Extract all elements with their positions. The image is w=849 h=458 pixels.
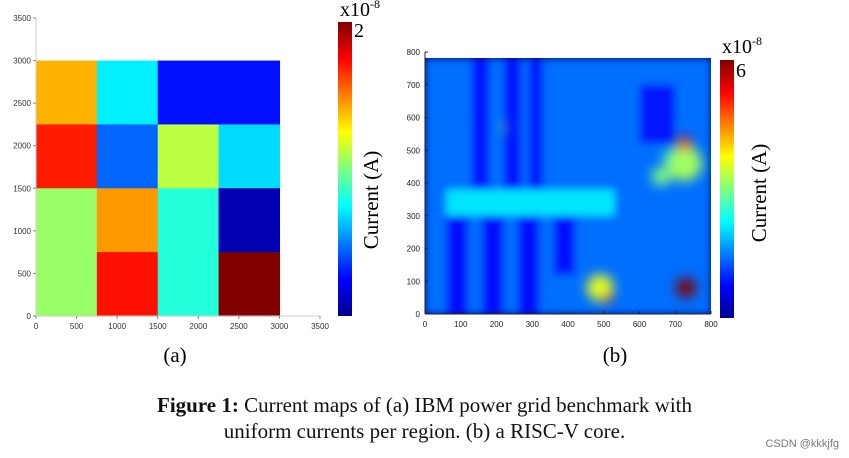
panel-a-x-tick-label: 3500 xyxy=(311,322,329,331)
panel-b-colorbar xyxy=(720,60,734,318)
panel-b-x-tick-label: 700 xyxy=(669,320,683,329)
panel-b-y-tick-label: 700 xyxy=(407,81,421,90)
panel-b-x-tick-label: 800 xyxy=(704,320,718,329)
figure: 0 500 1000 1500 2000 2500 3000 3500 05001000150… xyxy=(13,0,771,367)
caption-line-2: uniform currents per region. (b) a RISC-… xyxy=(223,419,626,443)
panel-b-hotspot-0 xyxy=(675,277,696,298)
panel-b-structure-6 xyxy=(471,58,490,190)
panel-a-y-tick-label: 500 xyxy=(18,269,32,278)
caption-figure-label: Figure 1: xyxy=(157,393,239,417)
panel-b-structure-1 xyxy=(446,189,615,216)
caption-line-1: Figure 1: Current maps of (a) IBM power … xyxy=(0,392,849,418)
panel-a-region-cell-7 xyxy=(218,124,281,189)
panel-b-x-tick-label: 200 xyxy=(490,320,504,329)
panel-b-y-tick-label: 200 xyxy=(407,245,421,254)
panel-a-x-tick-label: 3000 xyxy=(271,322,289,331)
panel-b-y-ticks: 0 100 200 300 400 500 600 700 800 xyxy=(407,48,428,319)
panel-a-axes xyxy=(35,18,320,317)
panel-a-y-tick-label: 1500 xyxy=(13,184,31,193)
panel-b-x-tick-label: 300 xyxy=(526,320,540,329)
panel-a-x-tick-label: 1000 xyxy=(108,322,126,331)
panel-b-x-tick-label: 500 xyxy=(597,320,611,329)
panel-a-y-tick-label: 1000 xyxy=(13,227,31,236)
panel-a-region-cell-14 xyxy=(157,252,220,317)
panel-a-x-ticks: 0 500 1000 1500 2000 2500 3000 3500 xyxy=(34,316,329,331)
panel-a-region-cell-2 xyxy=(157,60,220,126)
panel-b-hotspot-5 xyxy=(651,167,671,186)
panel-a-x-tick-label: 0 xyxy=(34,322,39,331)
panel-a-x-tick-label: 2500 xyxy=(230,322,248,331)
panel-a-y-ticks: 0 500 1000 1500 2000 2500 3000 3500 xyxy=(13,14,36,321)
panel-b-structure-4 xyxy=(517,215,540,314)
panel-b-x-tick-label: 400 xyxy=(561,320,575,329)
panel-b-y-tick-label: 0 xyxy=(416,310,421,319)
panel-a-y-tick-label: 0 xyxy=(27,312,32,321)
panel-b-hotspot-7 xyxy=(662,151,674,163)
panel-a-region-cell-1 xyxy=(96,60,159,126)
panel-a-x-tick-label: 2000 xyxy=(189,322,207,331)
panel-b-x-tick-label: 100 xyxy=(454,320,468,329)
panel-a-region-cell-15 xyxy=(218,252,281,317)
panel-a-x-tick-label: 500 xyxy=(70,322,84,331)
panel-b-structure-2 xyxy=(446,215,468,314)
panel-b-structure-7 xyxy=(503,58,522,190)
panel-b-structure-8 xyxy=(528,58,543,190)
panel-a-y-tick-label: 2500 xyxy=(13,99,31,108)
panel-a-region-cell-4 xyxy=(36,124,98,189)
panel-a-y-tick-label: 3000 xyxy=(13,57,31,66)
panel-b-x-tick-label: 0 xyxy=(423,320,428,329)
panel-a-region-cell-0 xyxy=(36,60,98,126)
panel-a-colorbar-title: Current (A) xyxy=(359,151,383,250)
panel-a-y-tick-label: 3500 xyxy=(13,14,31,23)
watermark: CSDN @kkkjfg xyxy=(765,438,839,450)
panel-a-region-cell-5 xyxy=(96,124,159,189)
panel-a-region-cell-10 xyxy=(157,188,220,253)
panel-a-label: (a) xyxy=(163,343,186,367)
panel-a-colorbar-scale: x10-8 xyxy=(340,0,380,21)
panel-b-y-tick-label: 600 xyxy=(407,114,421,123)
panel-a-colorbar xyxy=(338,22,352,316)
panel-a-region-cell-13 xyxy=(96,252,159,317)
panel-b-x-tick-label: 600 xyxy=(633,320,647,329)
panel-b-y-tick-label: 800 xyxy=(407,48,421,57)
panel-b-hotspot-6 xyxy=(500,124,507,131)
panel-b-structure-3 xyxy=(482,215,504,314)
panel-b-hotspot-2 xyxy=(602,292,613,303)
panel-a-y-tick-label: 2000 xyxy=(13,142,31,151)
panel-b-x-ticks: 0 100 200 300 400 500 600 700 800 xyxy=(423,311,718,329)
panel-a-colorbar-max-label: 2 xyxy=(354,20,364,42)
panel-a-region-cell-3 xyxy=(218,60,281,126)
caption-line-1-text: Current maps of (a) IBM power grid bench… xyxy=(244,393,692,417)
panel-b-y-tick-label: 100 xyxy=(407,277,421,286)
panel-b-hotspot-3 xyxy=(666,145,703,182)
panel-a-region-cell-12 xyxy=(36,252,98,317)
panel-b-colorbar-max-label: 6 xyxy=(736,60,746,82)
panel-b-structures xyxy=(425,58,711,314)
panel-b-label: (b) xyxy=(603,343,628,367)
panel-b-colorbar-title: Current (A) xyxy=(747,144,771,243)
panel-b-colorbar-scale: x10-8 xyxy=(722,34,762,58)
panel-a-region-cell-11 xyxy=(218,188,281,253)
panel-b-y-tick-label: 300 xyxy=(407,212,421,221)
panel-b-y-tick-label: 500 xyxy=(407,146,421,155)
panel-b-y-tick-label: 400 xyxy=(407,179,421,188)
panel-a-chart: 0 500 1000 1500 2000 2500 3000 3500 0 500 1000 150… xyxy=(13,0,383,367)
panel-a-x-tick-label: 1500 xyxy=(149,322,167,331)
panel-a-region-cell-6 xyxy=(157,124,220,189)
panel-a-region-cell-9 xyxy=(96,188,159,253)
panel-a-region-cell-8 xyxy=(36,188,98,253)
panel-b-hotspots xyxy=(500,124,703,303)
panel-b-structure-5 xyxy=(553,215,576,275)
panel-b-hotspot-4 xyxy=(677,136,692,151)
panel-b-structure-9 xyxy=(639,84,676,144)
panel-b-chart: 0 100 200 300 400 500 600 700 800 0 100 200 300 400 5… xyxy=(407,34,771,367)
figure-caption: Figure 1: Current maps of (a) IBM power … xyxy=(0,392,849,444)
panel-a-region-cells xyxy=(36,60,281,317)
